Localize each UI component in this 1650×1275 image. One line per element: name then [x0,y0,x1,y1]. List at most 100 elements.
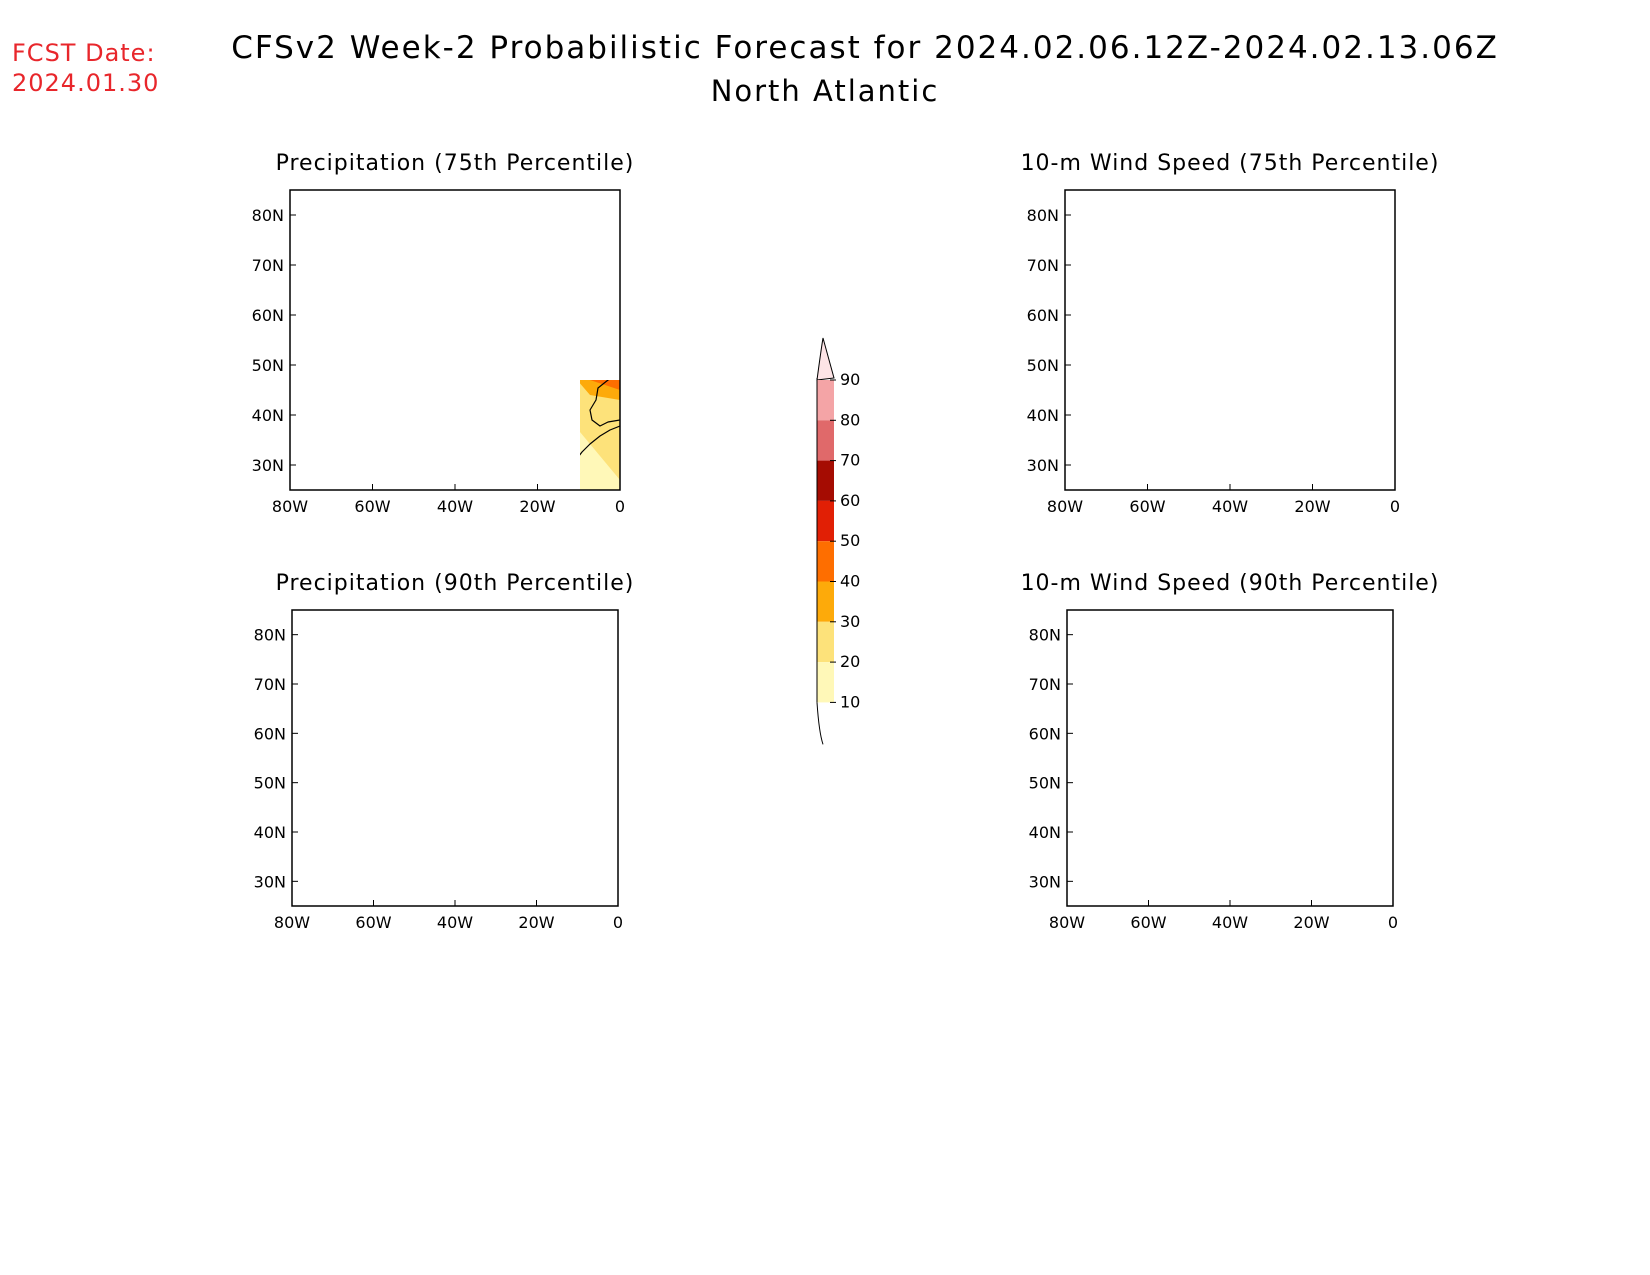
shading-region [580,380,620,400]
colorbar-swatch [817,541,834,582]
lon-tick-label: 40W [1212,913,1248,932]
shading-region [1235,275,1310,300]
shading-region [1085,205,1165,230]
lat-tick-label: 40N [1027,406,1059,425]
shading-region [470,697,514,709]
shading-region [580,380,620,490]
lat-tick-label: 80N [1029,626,1061,645]
panel-title: Precipitation (75th Percentile) [276,151,635,176]
shading-region [292,719,316,768]
shading-region [399,869,409,883]
colorbar-level-label: 80 [840,410,860,429]
shading-region [1195,250,1395,490]
colorbar-level-label: 50 [840,531,860,550]
map-frame [1066,609,1394,907]
lat-tick-label: 60N [1027,306,1059,325]
lat-tick-label: 70N [1029,675,1061,694]
lon-tick-label: 80W [1047,497,1083,516]
panel-title: 10-m Wind Speed (90th Percentile) [1021,571,1440,596]
map-panel-precip-75: Precipitation (75th Percentile) 80N 70N 60N… [252,151,635,516]
lat-tick-label: 50N [1027,356,1059,375]
lat-tick-label: 60N [252,306,284,325]
probability-shading [292,697,618,902]
shading-region [1065,210,1245,430]
shading-region [590,380,620,390]
shading-region [1355,360,1390,385]
probability-shading [1065,190,1395,490]
lat-tick-label: 80N [1027,206,1059,225]
coastline [290,197,620,490]
lat-tick-label: 40N [1029,823,1061,842]
lat-tick-label: 70N [1027,256,1059,275]
main-title: CFSv2 Week-2 Probabilistic Forecast for … [231,30,1499,66]
lon-tick-label: 40W [1212,497,1248,516]
shading-region [1155,442,1205,480]
region-subtitle: North Atlantic [710,74,940,108]
colorbar-swatch [817,460,834,501]
lon-tick-label: 20W [1293,913,1329,932]
lat-tick-label: 30N [252,456,284,475]
colorbar-level-label: 90 [840,370,860,389]
lat-tick-label: 80N [254,626,286,645]
shading-region [1175,453,1195,472]
lat-tick-label: 60N [1029,724,1061,743]
shading-region [1107,865,1206,902]
lat-tick-label: 70N [252,256,284,275]
shading-region [391,857,426,892]
lon-tick-label: 20W [519,497,555,516]
panel-title: 10-m Wind Speed (75th Percentile) [1021,151,1440,176]
shading-region [1075,425,1215,488]
lat-tick-label: 40N [254,823,286,842]
lat-tick-label: 80N [252,206,284,225]
lat-tick-label: 70N [254,675,286,694]
map-frame [1064,189,1396,491]
shading-region [360,430,440,485]
forecast-date: FCST Date: 2024.01.30 [12,38,159,98]
lon-tick-label: 20W [1294,497,1330,516]
shading-region [1344,773,1388,808]
shading-region [1067,827,1215,902]
lon-tick-label: 80W [1049,913,1085,932]
lat-tick-label: 50N [252,356,284,375]
lon-tick-label: 20W [518,913,554,932]
page-title: CFSv2 Week-2 Probabilistic Forecast for … [0,30,1650,108]
colorbar-swatch [817,581,834,622]
colorbar-level-label: 70 [840,451,860,470]
coastline [1065,197,1395,490]
lat-tick-label: 60N [254,724,286,743]
map-panel-wind-90: 10-m Wind Speed (90th Percentile) 80N 70N 6… [1021,571,1440,932]
forecast-date-label: FCST Date: [12,39,156,67]
shading-region [1166,874,1196,902]
panel-title: Precipitation (90th Percentile) [276,571,635,596]
colorbar: 10 20 30 40 50 60 70 80 90 [816,337,860,745]
shading-region [1294,748,1393,817]
lon-tick-label: 60W [1129,497,1165,516]
colorbar-swatch [817,500,834,542]
shading-region [460,709,618,822]
colorbar-swatch [817,420,834,461]
lon-tick-label: 80W [272,497,308,516]
lon-tick-label: 60W [1130,913,1166,932]
lon-tick-label: 60W [355,913,391,932]
shading-region [310,400,470,490]
lon-tick-label: 0 [613,913,623,932]
shading-region [320,208,450,230]
shading-region [580,380,620,480]
lat-tick-label: 40N [252,406,284,425]
colorbar-level-label: 40 [840,572,860,591]
lon-tick-label: 0 [615,497,625,516]
colorbar-level-label: 10 [840,692,860,711]
colorbar-swatch [817,621,834,663]
lon-tick-label: 0 [1388,913,1398,932]
colorbar-level-label: 60 [840,491,860,510]
shading-region [338,250,365,272]
shading-region [1065,410,1225,490]
lon-tick-label: 40W [437,497,473,516]
forecast-date-value: 2024.01.30 [12,69,160,97]
colorbar-level-label: 20 [840,652,860,671]
lon-tick-label: 40W [437,913,473,932]
shading-region [390,445,420,480]
lat-tick-label: 50N [254,774,286,793]
lon-tick-label: 0 [1390,497,1400,516]
